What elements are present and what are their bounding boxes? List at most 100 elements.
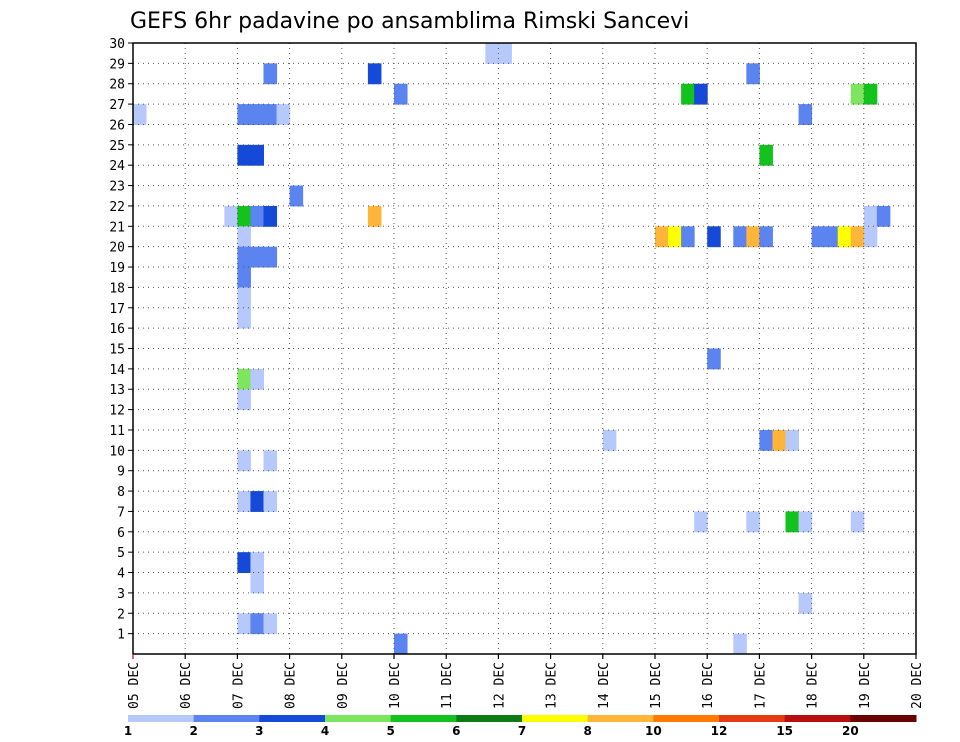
precip-cell [694,511,708,533]
y-tick-label: 22 [109,200,125,215]
x-tick-label: 12 DEC [492,662,507,709]
x-tick-label: 19 DEC [858,662,873,709]
precip-cell [837,226,852,248]
y-axis: 1234567891011121314151617181920212223242… [109,37,133,643]
precip-cell [237,613,251,635]
x-tick-label: 18 DEC [806,662,821,709]
colorbar-swatch [587,715,654,722]
precip-cell [237,205,251,227]
precip-cell [863,205,878,227]
precip-cell [250,613,264,635]
grid-lines [133,43,916,654]
colorbar-label: 3 [255,724,263,738]
precip-cell [224,205,238,227]
x-tick-label: 10 DEC [388,662,403,709]
precip-cell [850,83,865,105]
precip-cell [289,185,304,207]
precip-cell [237,552,251,574]
precip-cells [133,43,891,655]
colorbar-swatch [719,715,786,722]
precip-cell [798,104,813,125]
precip-cell [746,226,760,248]
precip-cell [263,613,278,635]
precip-cell [263,205,278,227]
y-tick-label: 9 [117,465,125,480]
precip-cell [759,144,773,166]
x-tick-label: 07 DEC [231,662,246,709]
y-tick-label: 23 [109,180,125,195]
colorbar-label: 20 [842,724,859,738]
precip-cell [785,429,800,451]
precip-cell [237,104,251,125]
precip-cell [263,450,278,472]
precip-cell [824,226,839,248]
colorbar-label: 5 [386,724,394,738]
y-tick-label: 14 [109,363,125,378]
colorbar-label: 1 [124,724,132,738]
precip-cell [850,226,865,248]
y-tick-label: 24 [109,159,125,174]
colorbar-swatch [653,715,720,722]
y-tick-label: 2 [117,607,125,622]
colorbar-swatch [456,715,523,722]
colorbar-swatch [390,715,457,722]
precip-cell [263,104,278,125]
y-tick-label: 4 [117,567,125,582]
colorbar-swatch [259,715,326,722]
precip-cell [785,511,800,533]
y-tick-label: 26 [109,118,125,133]
precip-cell [367,63,382,85]
y-tick-label: 19 [109,261,125,276]
x-tick-label: 08 DEC [284,662,299,709]
precip-cell [250,572,264,594]
precip-cell [250,104,264,125]
colorbar-label: 10 [645,724,662,738]
precip-cell [394,83,408,105]
y-tick-label: 28 [109,78,125,93]
y-tick-label: 13 [109,383,125,398]
x-tick-label: 05 DEC [127,662,142,709]
precip-cell [863,226,878,248]
precip-cell [485,43,499,64]
colorbar-label: 12 [711,724,728,738]
precip-cell [133,104,147,125]
precip-cell [263,491,278,512]
colorbar-swatch [784,715,851,722]
precip-cell [602,429,617,451]
precip-cell [250,144,264,166]
y-tick-label: 3 [117,587,125,602]
precip-cell [759,226,773,248]
precip-cell [733,226,747,248]
precip-cell [798,511,813,533]
precip-cell [250,205,264,227]
precip-cell [746,63,760,85]
colorbar-swatch [193,715,260,722]
precip-cell [772,429,786,451]
precip-cell [276,104,291,125]
colorbar-swatch [128,715,195,722]
colorbar-label: 7 [518,724,526,738]
x-tick-label: 20 DEC [910,662,925,709]
precip-cell [250,246,264,268]
precip-cell [707,226,721,248]
precip-cell [263,63,278,85]
precip-cell [759,429,773,451]
y-tick-label: 18 [109,281,125,296]
y-tick-label: 25 [109,139,125,154]
precip-cell [237,307,251,329]
x-tick-label: 13 DEC [545,662,560,709]
precip-cell [237,450,251,472]
colorbar-label: 15 [776,724,793,738]
precip-cell [733,633,747,655]
x-tick-label: 09 DEC [336,662,351,709]
precip-cell [811,226,826,248]
colorbar-label: 8 [583,724,591,738]
precip-cell [250,552,264,574]
precip-cell [498,43,512,64]
precip-cell [876,205,891,227]
x-tick-label: 11 DEC [440,662,455,709]
precip-cell [237,226,251,248]
y-tick-label: 5 [117,546,125,561]
colorbar-label: 4 [321,724,329,738]
